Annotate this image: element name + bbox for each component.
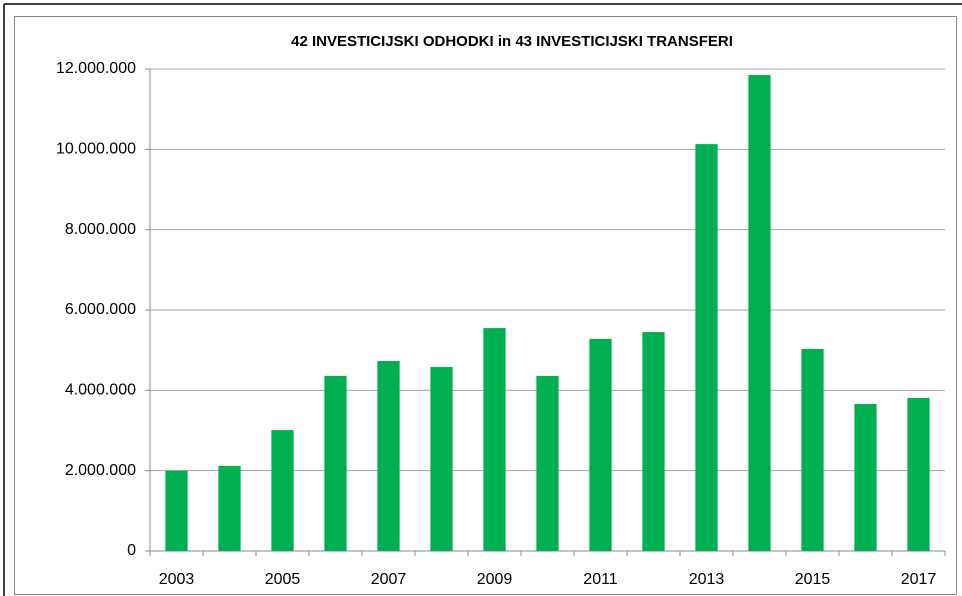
x-tick-label: 2005 [265,571,301,588]
y-tick-label: 2.000.000 [65,462,136,479]
bar [324,375,347,551]
x-tick-label: 2013 [689,571,725,588]
bar [218,465,241,551]
bar [642,332,665,551]
bar [589,338,612,551]
y-tick-label: 4.000.000 [65,382,136,399]
y-tick-label: 10.000.000 [56,141,136,158]
bar [483,328,506,551]
x-tick-label: 2003 [159,571,195,588]
x-tick-label: 2009 [477,571,513,588]
bar [271,430,294,551]
x-tick-label: 2007 [371,571,407,588]
bar [907,397,930,551]
y-tick-label: 8.000.000 [65,221,136,238]
bar [536,375,559,551]
bar [695,144,718,551]
bar [430,367,453,551]
x-tick-label: 2017 [901,571,937,588]
x-tick-label: 2011 [583,571,618,588]
x-tick-label: 2015 [795,571,831,588]
bar [377,361,400,551]
y-tick-label: 12.000.000 [56,60,136,77]
bar [748,75,771,552]
y-tick-label: 6.000.000 [65,301,136,318]
bar [854,403,877,551]
y-tick-label: 0 [127,542,136,559]
bar [165,470,188,551]
bar [801,348,824,551]
chart-title: 42 INVESTICIJSKI ODHODKI in 43 INVESTICI… [291,33,733,50]
